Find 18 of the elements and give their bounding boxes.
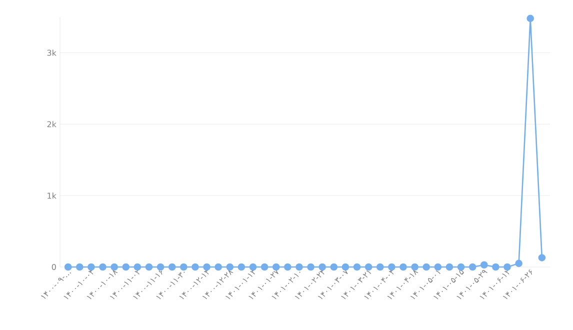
y-tick-label: 2k	[47, 121, 56, 128]
point	[272, 263, 280, 271]
point	[353, 263, 361, 271]
point	[330, 263, 338, 271]
point	[168, 263, 176, 271]
point	[260, 263, 268, 271]
point	[122, 263, 130, 271]
point	[422, 263, 430, 271]
point	[538, 254, 546, 262]
point	[156, 263, 164, 271]
point	[526, 14, 534, 22]
point	[480, 261, 488, 269]
y-tick-label: 3k	[47, 50, 56, 56]
y-tick-label: 0	[52, 264, 56, 270]
point	[284, 263, 292, 271]
point	[492, 263, 500, 271]
y-tick-label: 1k	[48, 192, 56, 199]
point	[515, 260, 522, 268]
